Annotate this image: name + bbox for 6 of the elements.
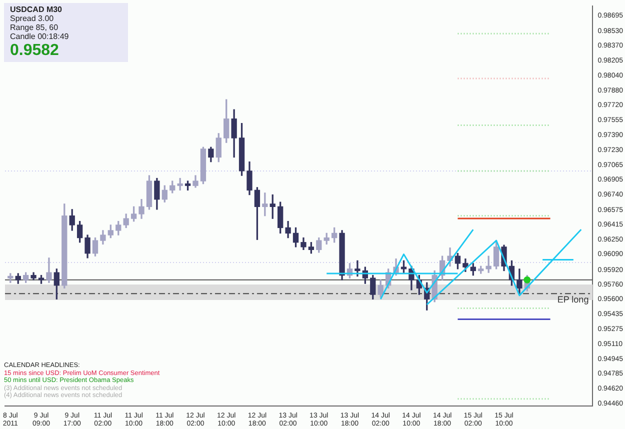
annotation: Candle 00:18:49 bbox=[10, 32, 70, 41]
chart-title: USDCAD M30 bbox=[10, 5, 64, 14]
annotation: 0.9582 bbox=[10, 41, 60, 60]
annotation: Range 85, 60 bbox=[10, 23, 60, 32]
ref-line-label: EP long bbox=[557, 294, 589, 305]
annotation: Spread 3.00 bbox=[10, 14, 55, 23]
